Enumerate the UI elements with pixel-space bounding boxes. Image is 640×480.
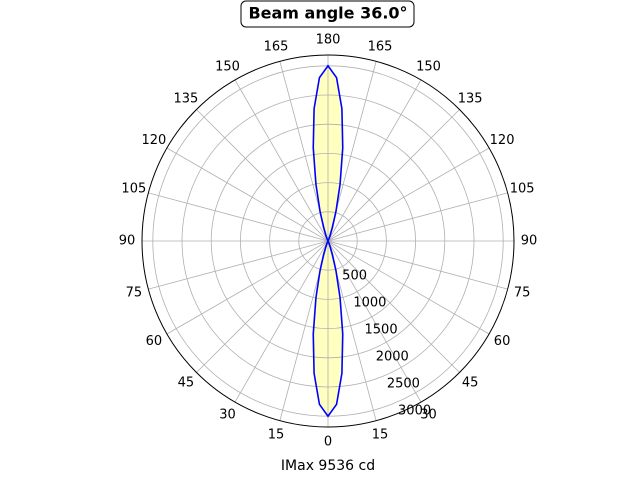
grid-line	[327, 240, 508, 290]
theta-tick-label: 0	[324, 435, 332, 450]
theta-tick-label: 135	[173, 91, 198, 106]
grid-line	[234, 240, 329, 403]
r-tick-label: 3000	[398, 403, 431, 418]
chart-title: Beam angle 36.0°	[248, 4, 407, 23]
theta-tick-label: 150	[416, 59, 441, 74]
theta-tick-label: 45	[462, 376, 479, 391]
theta-tick-label: 60	[146, 334, 163, 349]
polar-frame	[141, 54, 515, 428]
grid-line	[327, 109, 460, 242]
theta-tick-label: 30	[420, 408, 437, 423]
theta-tick-label: 60	[494, 334, 511, 349]
grid-line	[327, 79, 422, 242]
theta-tick-label: 45	[178, 376, 195, 391]
r-tick-label: 500	[342, 268, 367, 283]
r-tick-label: 1000	[353, 295, 386, 310]
r-tick-label: 2500	[387, 376, 420, 391]
r-tick-label: 2000	[376, 349, 409, 364]
grid-line	[327, 240, 422, 403]
beam-line	[312, 240, 344, 418]
theta-tick-label: 30	[219, 408, 236, 423]
grid-line	[327, 240, 490, 335]
beam-line	[312, 64, 344, 242]
theta-tick-label: 180	[316, 33, 341, 48]
theta-tick-label: 15	[372, 428, 389, 443]
theta-tick-label: 105	[510, 181, 535, 196]
grid-line	[196, 109, 329, 242]
theta-tick-label: 105	[121, 181, 146, 196]
grid-line	[327, 147, 490, 242]
grid-line	[166, 240, 329, 335]
theta-tick-label: 90	[521, 234, 538, 249]
grid-line	[234, 79, 329, 242]
r-tick-label: 1500	[365, 322, 398, 337]
grid-line	[148, 240, 329, 290]
theta-tick-label: 150	[215, 59, 240, 74]
theta-tick-label: 90	[119, 234, 136, 249]
theta-tick-label: 120	[142, 133, 167, 148]
x-axis-label: IMax 9536 cd	[281, 458, 375, 474]
theta-tick-label: 165	[368, 39, 393, 54]
theta-tick-label: 135	[458, 91, 483, 106]
grid-line	[148, 192, 329, 242]
theta-tick-label: 165	[264, 39, 289, 54]
theta-tick-label: 75	[514, 286, 531, 301]
theta-tick-label: 75	[126, 286, 143, 301]
title-box	[240, 0, 415, 28]
grid-line	[196, 240, 329, 373]
grid-line	[327, 192, 508, 242]
grid-line	[327, 240, 460, 373]
grid-line	[166, 147, 329, 242]
theta-tick-label: 15	[268, 428, 285, 443]
theta-tick-label: 120	[490, 133, 515, 148]
